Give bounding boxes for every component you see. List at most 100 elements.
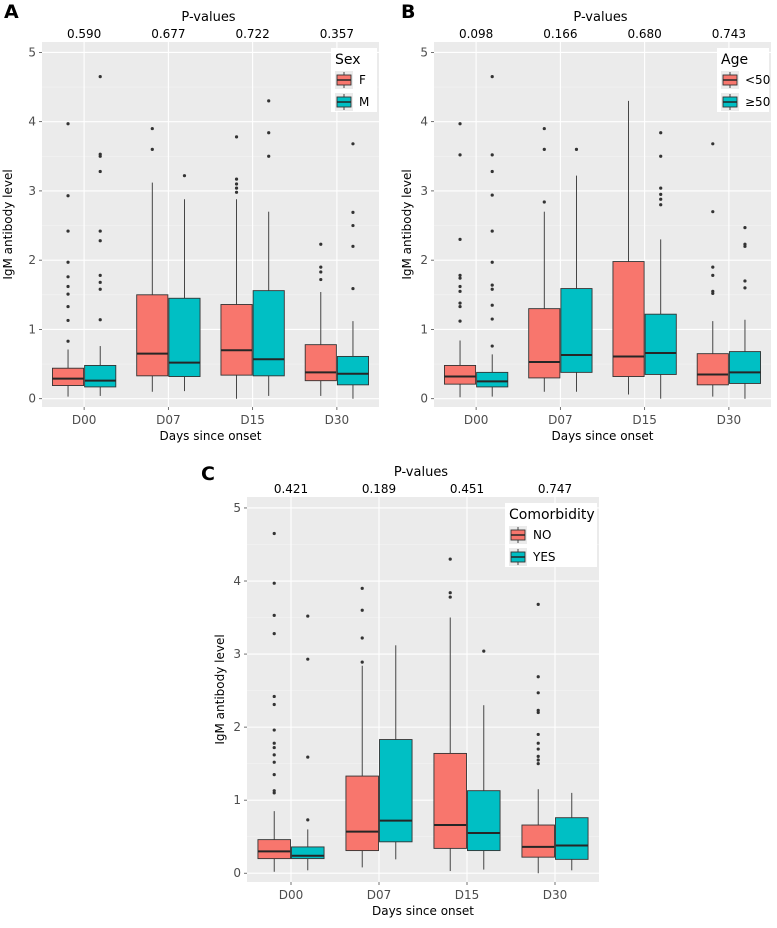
outlier-point: [536, 758, 540, 762]
outlier-point: [536, 754, 540, 758]
panel-c: C 0 1 2 3 4 5 D00 D07 D15 D30 P-values 0.421 0.189 0.4…: [201, 463, 599, 918]
outlier-point: [306, 614, 310, 618]
outlier-point: [458, 122, 462, 126]
outlier-point: [482, 649, 486, 653]
legend: Comorbidity NO YES: [505, 503, 597, 567]
outlier-point: [182, 174, 187, 178]
outlier-point: [458, 273, 462, 278]
outlier-point: [490, 344, 494, 348]
box-body: [521, 824, 555, 858]
outlier-point: [66, 292, 70, 296]
box-M-D00: [84, 75, 117, 396]
box-body: [467, 790, 501, 852]
y-tick-label: 0: [420, 392, 428, 406]
box-50-D15: [644, 131, 677, 399]
outlier-point: [536, 762, 540, 766]
outlier-point: [66, 260, 70, 264]
x-tick-label: D15: [455, 888, 480, 902]
outlier-point: [66, 229, 70, 233]
box-body: [476, 371, 509, 388]
outlier-point: [98, 169, 102, 174]
outlier-point: [66, 339, 70, 343]
y-tick-label: 0: [233, 866, 241, 880]
outlier-point: [659, 192, 663, 196]
box-NO-D07: [345, 586, 379, 868]
y-tick-label: 4: [420, 115, 428, 129]
outlier-point: [659, 131, 663, 135]
x-axis-title: Days since onset: [551, 429, 653, 443]
box-NO-D15: [433, 557, 467, 872]
outlier-point: [66, 122, 70, 126]
box-50-D00: [476, 75, 509, 397]
outlier-point: [458, 284, 462, 289]
box-body: [612, 261, 645, 377]
outlier-point: [267, 99, 271, 103]
outlier-point: [542, 200, 546, 204]
panel-letter: C: [201, 463, 215, 485]
box-50-D30: [696, 142, 729, 397]
box-body: [336, 355, 369, 386]
x-tick-label: D07: [156, 413, 181, 427]
outlier-point: [272, 745, 276, 750]
pvalue-label: 0.166: [543, 27, 577, 41]
legend-label-yes: YES: [532, 550, 556, 564]
outlier-point: [542, 147, 546, 151]
outlier-point: [743, 242, 747, 246]
outlier-point: [98, 239, 102, 243]
outlier-point: [272, 702, 276, 707]
pvalues-title: P-values: [181, 10, 235, 25]
box-50-D07: [528, 126, 561, 392]
x-tick-label: D15: [240, 413, 265, 427]
outlier-point: [536, 747, 540, 751]
outlier-point: [490, 317, 494, 321]
outlier-point: [272, 741, 276, 745]
outlier-point: [234, 135, 239, 139]
outlier-point: [360, 586, 364, 590]
box-body: [433, 752, 467, 849]
x-tick-label: D00: [72, 413, 97, 427]
box-M-D15: [252, 99, 285, 396]
box-body: [257, 839, 291, 860]
x-tick-label: D07: [367, 888, 392, 902]
outlier-point: [66, 318, 70, 323]
x-tick-label: D00: [464, 413, 489, 427]
outlier-point: [272, 728, 276, 732]
panel-letter: A: [4, 1, 19, 23]
box-F-D07: [136, 126, 169, 392]
outlier-point: [234, 182, 239, 186]
outlier-point: [319, 242, 323, 246]
panel-letter: B: [401, 1, 415, 23]
legend-label-no: NO: [533, 528, 551, 542]
outlier-point: [351, 244, 355, 248]
outlier-point: [306, 818, 310, 822]
y-tick-label: 2: [233, 720, 241, 734]
box-50-D15: [612, 100, 645, 395]
outlier-point: [458, 237, 462, 241]
legend-label-f: F: [359, 73, 366, 87]
outlier-point: [272, 753, 276, 757]
box-NO-D30: [521, 602, 555, 874]
outlier-point: [319, 265, 323, 269]
outlier-point: [150, 126, 154, 131]
outlier-point: [272, 531, 276, 536]
outlier-point: [743, 286, 747, 290]
legend-label-50: ≥50: [745, 95, 770, 109]
box-50-D00: [444, 122, 477, 398]
outlier-point: [98, 318, 102, 322]
y-tick-label: 5: [420, 45, 428, 59]
outlier-point: [319, 277, 323, 282]
y-tick-label: 1: [233, 793, 241, 807]
outlier-point: [490, 287, 494, 291]
outlier-point: [360, 636, 364, 640]
box-F-D15: [220, 135, 253, 399]
outlier-point: [711, 210, 715, 214]
box-YES-D15: [467, 649, 501, 870]
outlier-point: [98, 75, 102, 79]
outlier-point: [490, 75, 494, 79]
box-body: [444, 364, 477, 385]
outlier-point: [490, 169, 494, 174]
x-tick-label: D30: [543, 888, 568, 902]
outlier-point: [490, 283, 494, 287]
outlier-point: [659, 154, 663, 158]
outlier-point: [272, 773, 276, 777]
